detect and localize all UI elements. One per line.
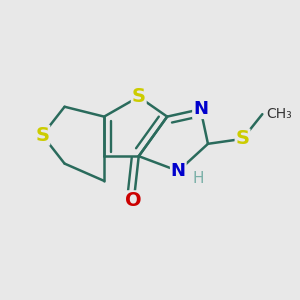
Text: N: N [193, 100, 208, 118]
Text: S: S [236, 129, 250, 148]
Text: H: H [192, 171, 204, 186]
Text: S: S [35, 126, 49, 145]
Text: O: O [125, 191, 142, 210]
Text: S: S [132, 87, 146, 106]
Text: N: N [171, 162, 186, 180]
Text: CH₃: CH₃ [266, 107, 292, 121]
